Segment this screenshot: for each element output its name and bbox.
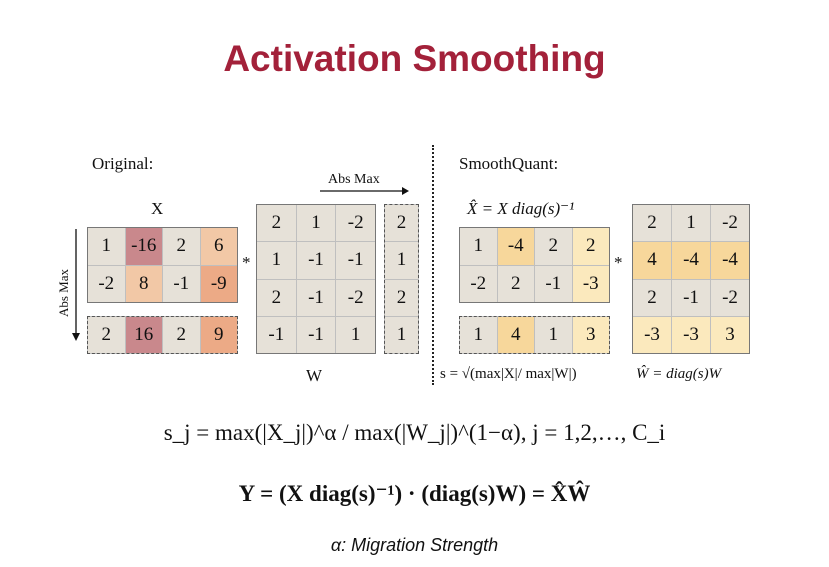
x-hat-cell: -1 [535,265,572,302]
w-hat-cell: -3 [672,316,710,353]
x-absmax-cell: 9 [200,317,237,353]
divider-line [432,145,434,385]
w-hat-cell: -4 [711,242,749,279]
w-absmax-cell: 1 [385,316,418,353]
x-matrix: 1 -16 2 6 -2 8 -1 -9 [87,227,238,303]
w-hat-cell: -1 [672,279,710,316]
w-absmax-cell: 2 [385,279,418,316]
page-title: Activation Smoothing [223,38,606,79]
w-hat-cell: 1 [672,205,710,242]
x-hat-absmax-cell: 1 [535,317,572,353]
abs-max-arrow-right [320,187,409,195]
x-absmax-cell: 16 [125,317,162,353]
x-cell: -1 [163,265,200,302]
x-hat-absmax-cell: 1 [460,317,497,353]
abs-max-arrow-down [72,229,80,341]
abs-max-top-label: Abs Max [328,172,380,187]
x-cell: -16 [125,228,162,265]
w-hat-cell: -2 [711,279,749,316]
w-absmax-cell: 1 [385,242,418,279]
multiply-star-left: * [242,253,251,272]
w-hat-cell: 4 [633,242,671,279]
w-cell: 2 [257,279,296,316]
w-cell: 1 [336,316,375,353]
x-hat-cell: 2 [497,265,534,302]
xhat-equation: X̂ = X diag(s)⁻¹ [467,199,575,218]
w-matrix-label: W [306,366,323,385]
w-cell: -1 [296,242,336,279]
what-equation: Ŵ = diag(s)W [636,366,722,382]
y-formula: Y = (X diag(s)⁻¹) · (diag(s)W) = X̂Ŵ [0,480,829,507]
w-cell: -1 [296,279,336,316]
original-label: Original: [92,154,154,173]
x-cell: 2 [163,228,200,265]
w-cell: -2 [336,279,375,316]
s-equation: s = √(max|X|/ max|W|) [440,366,577,382]
abs-max-side-label: Abs Max [56,268,71,318]
caption: α: Migration Strength [330,535,499,555]
w-hat-cell: -4 [672,242,710,279]
w-cell: -1 [257,316,296,353]
w-cell: 1 [257,242,296,279]
w-cell: -1 [336,242,375,279]
x-absmax-row: 2 16 2 9 [87,316,238,354]
x-hat-cell: -3 [572,265,609,302]
w-hat-cell: -2 [711,205,749,242]
x-matrix-label: X [151,199,164,218]
what-matrix: 2 1 -2 4 -4 -4 2 -1 -2 -3 -3 3 [632,204,750,354]
x-absmax-cell: 2 [163,317,200,353]
x-cell: 8 [125,265,162,302]
sj-formula: s_j = max(|X_j|)^α / max(|W_j|)^(1−α), j… [0,420,829,446]
w-hat-cell: 3 [711,316,749,353]
x-absmax-cell: 2 [88,317,125,353]
w-cell: -2 [336,205,375,242]
multiply-star-right: * [614,253,623,272]
w-hat-cell: 2 [633,279,671,316]
x-cell: 6 [200,228,237,265]
sj-formula-text: s_j = max(|X_j|)^α / max(|W_j|)^(1−α), j… [163,420,666,445]
x-hat-cell: 2 [535,228,572,265]
xhat-matrix: 1 -4 2 2 -2 2 -1 -3 [459,227,610,303]
w-absmax-cell: 2 [385,205,418,242]
w-hat-cell: -3 [633,316,671,353]
x-cell: -2 [88,265,125,302]
x-hat-cell: 1 [460,228,497,265]
x-hat-cell: 2 [572,228,609,265]
w-cell: 2 [257,205,296,242]
y-formula-text: Y = (X diag(s)⁻¹) · (diag(s)W) = X̂Ŵ [238,481,591,506]
x-cell: -9 [200,265,237,302]
x-hat-absmax-cell: 3 [572,317,609,353]
smoothquant-label: SmoothQuant: [459,154,559,173]
w-cell: -1 [296,316,336,353]
w-matrix: 2 1 -2 1 -1 -1 2 -1 -2 -1 -1 1 [256,204,376,354]
w-hat-cell: 2 [633,205,671,242]
w-cell: 1 [296,205,336,242]
x-hat-absmax-cell: 4 [497,317,534,353]
x-hat-cell: -2 [460,265,497,302]
x-hat-cell: -4 [497,228,534,265]
x-cell: 1 [88,228,125,265]
